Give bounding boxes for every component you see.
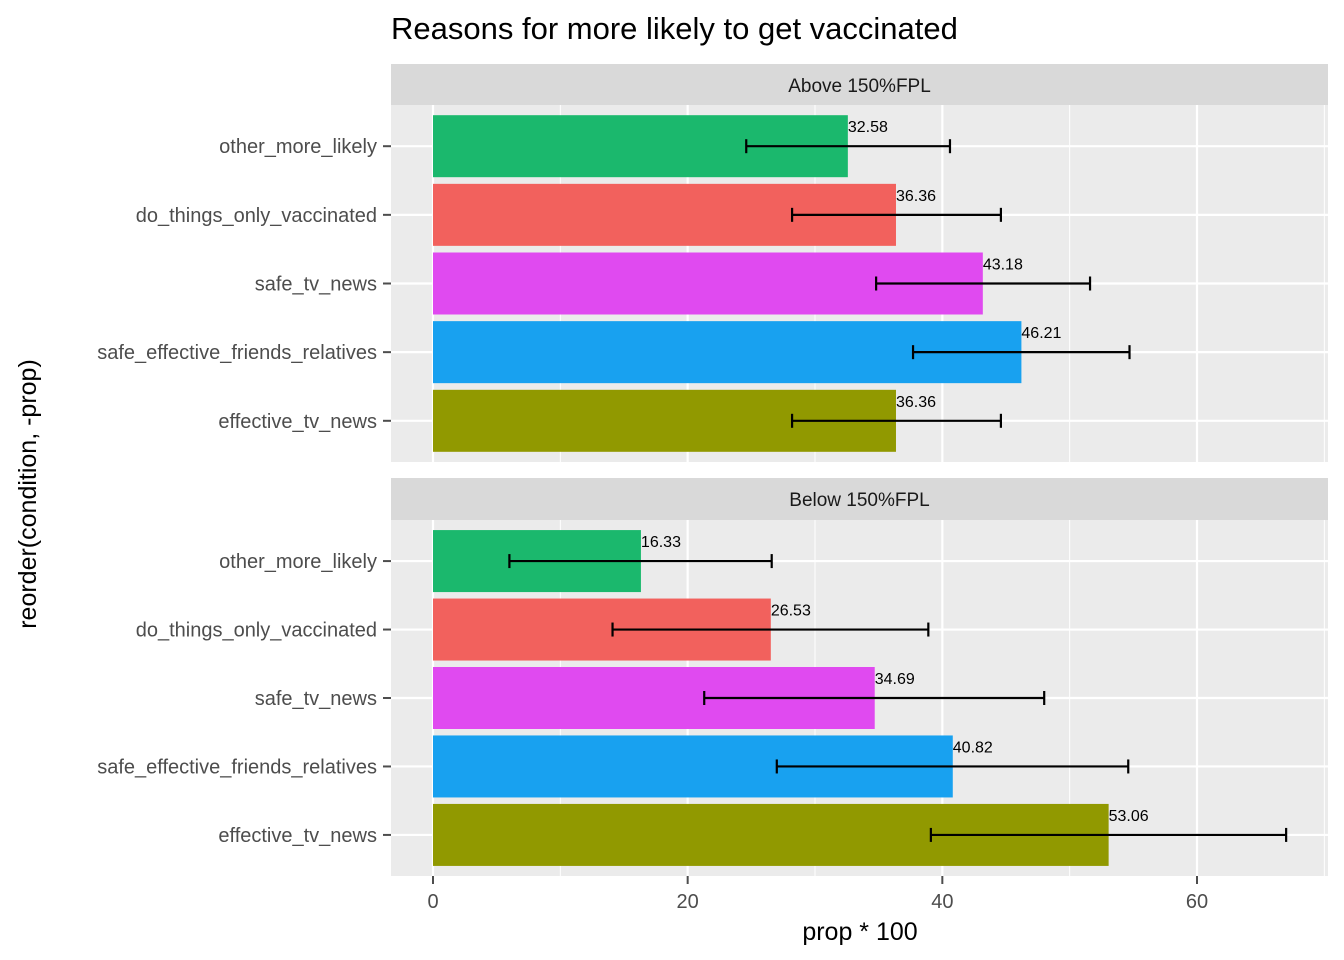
category-label: safe_effective_friends_relatives: [97, 756, 377, 778]
facet-panel: Above 150%FPL other_more_likely do_things_…: [97, 64, 1328, 462]
error-bar: [611, 622, 930, 637]
data-label: 40.82: [953, 739, 993, 756]
x-tick-label: 0: [427, 891, 438, 913]
data-label: 32.58: [848, 119, 888, 136]
category-label: effective_tv_news: [218, 411, 377, 433]
data-label: 36.36: [896, 188, 936, 205]
error-bar: [508, 554, 773, 569]
chart-title: Reasons for more likely to get vaccinate…: [391, 11, 958, 46]
facet-strip: [391, 478, 1328, 520]
error-bar: [703, 691, 1046, 705]
x-tick-label: 20: [677, 891, 699, 913]
y-axis-title: reorder(condition, -prop): [14, 359, 42, 629]
data-label: 16.33: [641, 534, 681, 551]
error-bar: [911, 345, 1131, 360]
error-bar: [929, 827, 1288, 842]
error-bar: [745, 139, 952, 154]
error-bar: [875, 276, 1092, 291]
category-label: effective_tv_news: [218, 825, 377, 847]
category-label: other_more_likely: [219, 551, 377, 573]
x-tick-label: 40: [931, 891, 953, 913]
category-label: do_things_only_vaccinated: [136, 205, 377, 227]
data-label: 46.21: [1021, 325, 1061, 342]
category-label: safe_tv_news: [255, 274, 377, 296]
facet-panel: Below 150%FPL other_more_likely do_things_…: [97, 478, 1328, 876]
data-label: 43.18: [983, 257, 1023, 274]
facet-strip: [391, 64, 1328, 105]
x-tick-label: 60: [1186, 891, 1208, 913]
x-axis: 0 20 40 60: [427, 876, 1208, 913]
error-bar: [790, 207, 1003, 222]
data-label: 34.69: [875, 671, 915, 688]
data-label: 36.36: [896, 394, 936, 411]
data-label: 26.53: [771, 603, 811, 620]
category-label: other_more_likely: [219, 136, 377, 158]
facet-panels: Above 150%FPL other_more_likely do_things_…: [97, 64, 1328, 876]
category-label: safe_tv_news: [255, 688, 377, 710]
error-bar: [775, 759, 1130, 774]
x-axis-title: prop * 100: [802, 918, 917, 946]
data-label: 53.06: [1109, 808, 1149, 825]
facet-strip-label: Above 150%FPL: [788, 76, 931, 97]
category-label: safe_effective_friends_relatives: [97, 342, 377, 364]
facet-strip-label: Below 150%FPL: [789, 490, 929, 511]
error-bar: [790, 413, 1003, 428]
category-label: do_things_only_vaccinated: [136, 620, 377, 642]
